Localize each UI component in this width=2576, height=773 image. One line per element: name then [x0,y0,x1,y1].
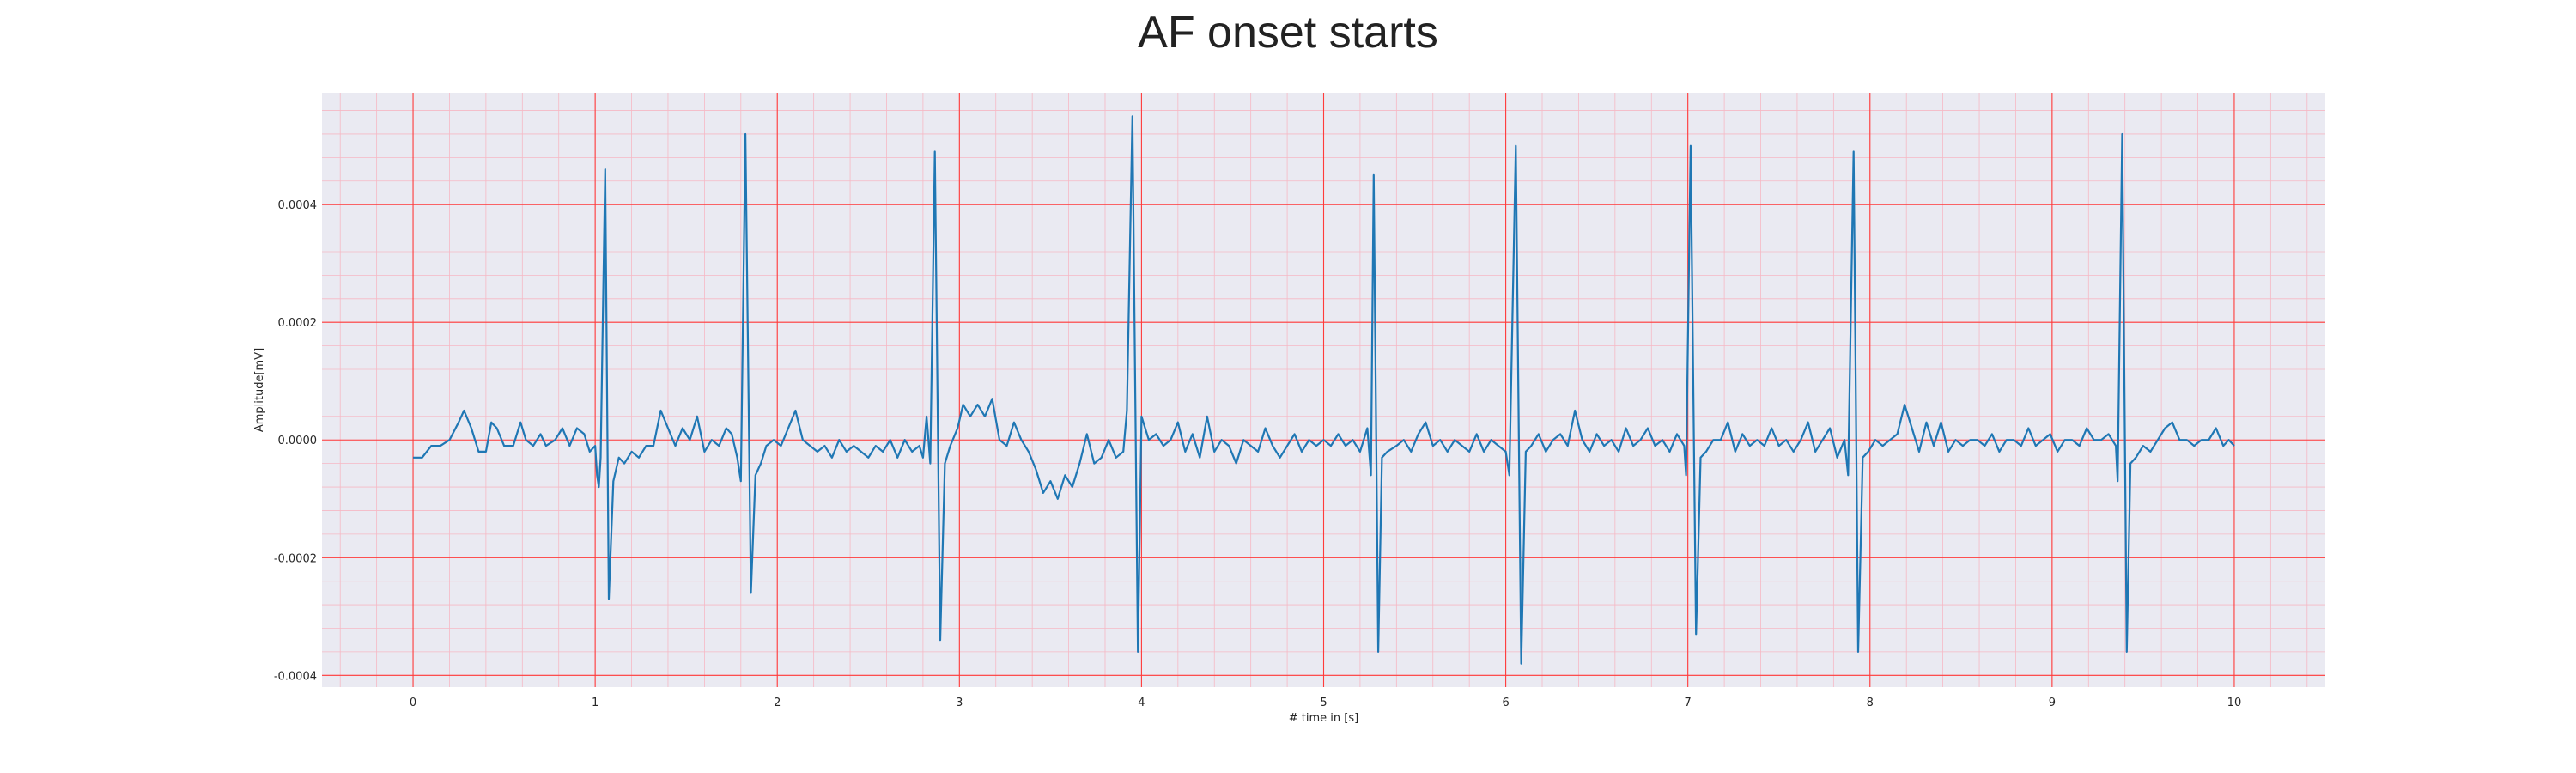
x-tick-label: 3 [956,697,963,709]
x-tick-label: 9 [2049,697,2056,709]
x-tick-label: 6 [1502,697,1509,709]
y-tick-label: 0.0002 [278,317,318,330]
x-tick-label: 8 [1867,697,1874,709]
y-tick-label: -0.0004 [274,670,317,683]
x-tick-label: 1 [592,697,598,709]
y-axis-label: Amplitude[mV] [253,348,266,432]
x-axis-ticks: 0 1 2 3 4 5 6 7 8 9 10 [410,697,2241,709]
x-axis-label: # time in [s] [1289,712,1358,725]
y-tick-label: -0.0002 [274,552,317,565]
x-tick-label: 0 [410,697,416,709]
x-tick-label: 10 [2227,697,2242,709]
x-tick-label: 4 [1138,697,1145,709]
x-tick-label: 2 [774,697,781,709]
x-tick-label: 7 [1685,697,1692,709]
y-tick-label: 0.0000 [278,435,318,447]
y-axis-ticks: -0.0004 -0.0002 0.0000 0.0002 0.0004 [274,199,317,683]
x-tick-label: 5 [1320,697,1327,709]
y-tick-label: 0.0004 [278,199,318,212]
